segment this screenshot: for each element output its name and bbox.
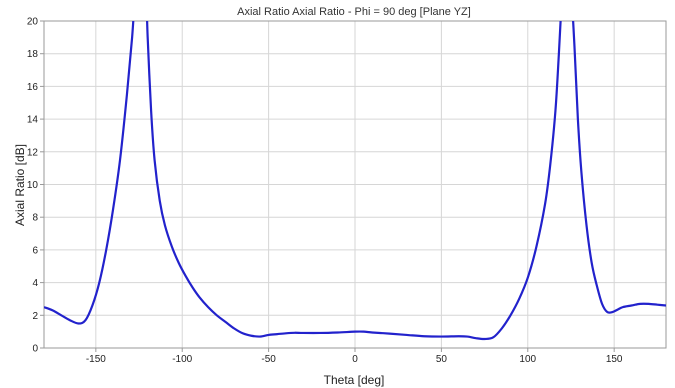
x-axis-ticks: -150 -100 -50 0 50 100 150: [86, 348, 623, 365]
y-tick-label: 0: [32, 344, 38, 355]
chart-title: Axial Ratio Axial Ratio - Phi = 90 deg […: [237, 6, 471, 18]
series-layer: [44, 21, 666, 341]
y-tick-label: 8: [32, 213, 38, 224]
y-axis-ticks: 0 2 4 6 8 10 12 14 16 18 20: [27, 17, 44, 355]
y-tick-label: 20: [27, 17, 39, 28]
x-tick-label: -150: [86, 354, 106, 365]
x-axis-title: Theta [deg]: [324, 373, 385, 387]
y-tick-label: 16: [27, 82, 39, 93]
y-tick-label: 10: [27, 180, 39, 191]
y-tick-label: 4: [32, 278, 38, 289]
x-tick-label: 50: [436, 354, 448, 365]
y-axis-title: Axial Ratio [dB]: [13, 144, 27, 226]
y-tick-label: 14: [27, 115, 39, 126]
y-tick-label: 12: [27, 147, 39, 158]
x-tick-label: -50: [261, 354, 276, 365]
series-line-0: [44, 21, 666, 341]
x-tick-label: 100: [519, 354, 536, 365]
x-tick-label: 0: [352, 354, 358, 365]
y-tick-label: 6: [32, 245, 38, 256]
x-tick-label: -100: [172, 354, 192, 365]
y-tick-label: 2: [32, 311, 38, 322]
x-tick-label: 150: [606, 354, 623, 365]
y-tick-label: 18: [27, 49, 39, 60]
